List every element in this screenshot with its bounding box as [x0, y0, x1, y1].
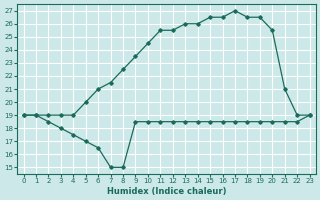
X-axis label: Humidex (Indice chaleur): Humidex (Indice chaleur)	[107, 187, 226, 196]
